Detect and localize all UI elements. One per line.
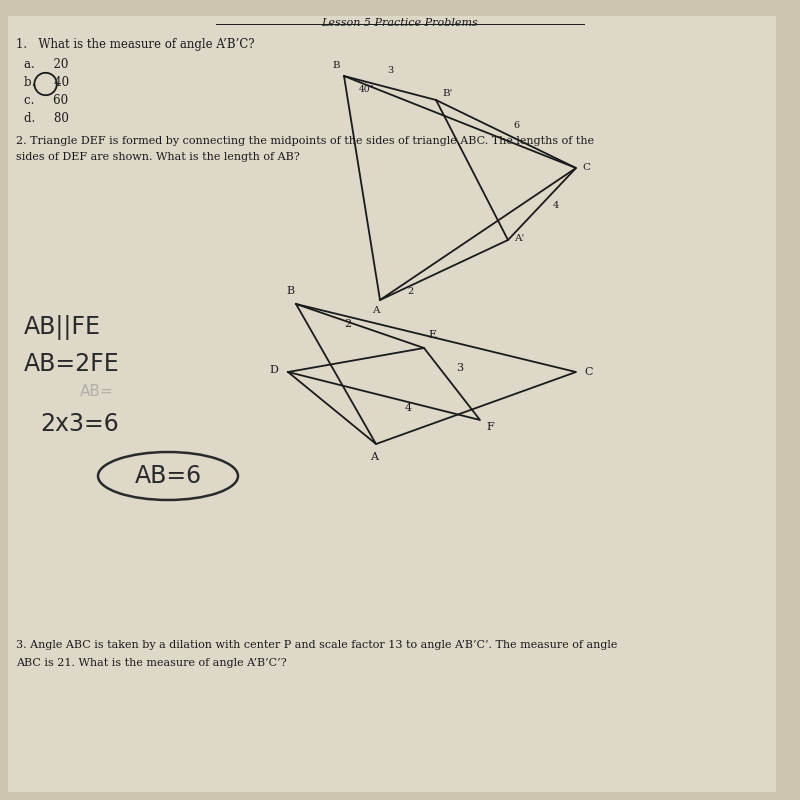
Text: F: F [486, 422, 494, 432]
Text: A': A' [514, 234, 524, 243]
Text: 3: 3 [457, 363, 463, 373]
Text: C: C [582, 163, 590, 173]
Text: 6: 6 [513, 121, 519, 130]
Text: b.     40: b. 40 [24, 76, 69, 89]
Text: c.     60: c. 60 [24, 94, 68, 107]
Text: AB=6: AB=6 [134, 464, 202, 488]
Text: AB=: AB= [80, 385, 114, 399]
Text: sides of DEF are shown. What is the length of AB?: sides of DEF are shown. What is the leng… [16, 152, 300, 162]
Text: E: E [428, 330, 436, 340]
Text: ABC is 21. What is the measure of angle A’B’C’?: ABC is 21. What is the measure of angle … [16, 658, 286, 667]
Text: A: A [370, 452, 378, 462]
FancyBboxPatch shape [8, 16, 776, 792]
Text: 4: 4 [405, 403, 411, 413]
Text: 40°: 40° [358, 85, 374, 94]
Text: a.     20: a. 20 [24, 58, 68, 71]
Text: Lesson 5 Practice Problems: Lesson 5 Practice Problems [322, 18, 478, 27]
Text: 4: 4 [553, 201, 559, 210]
Text: B: B [332, 61, 340, 70]
Text: D: D [270, 366, 278, 375]
Text: 3: 3 [387, 66, 394, 75]
Text: B: B [286, 286, 294, 296]
Text: d.     80: d. 80 [24, 112, 69, 125]
Text: B': B' [442, 89, 453, 98]
Text: 2. Triangle DEF is formed by connecting the midpoints of the sides of triangle A: 2. Triangle DEF is formed by connecting … [16, 136, 594, 146]
Text: C: C [584, 367, 593, 377]
Text: AB||FE: AB||FE [24, 315, 101, 341]
Text: A: A [372, 306, 380, 315]
Text: 1.   What is the measure of angle A’B’C?: 1. What is the measure of angle A’B’C? [16, 38, 254, 50]
Text: 3. Angle ABC is taken by a dilation with center P and scale factor 13 to angle A: 3. Angle ABC is taken by a dilation with… [16, 640, 618, 650]
Text: AB=2FE: AB=2FE [24, 352, 120, 376]
Text: 2x3=6: 2x3=6 [40, 412, 118, 436]
Text: 2: 2 [345, 319, 351, 329]
Text: 2: 2 [407, 286, 414, 296]
